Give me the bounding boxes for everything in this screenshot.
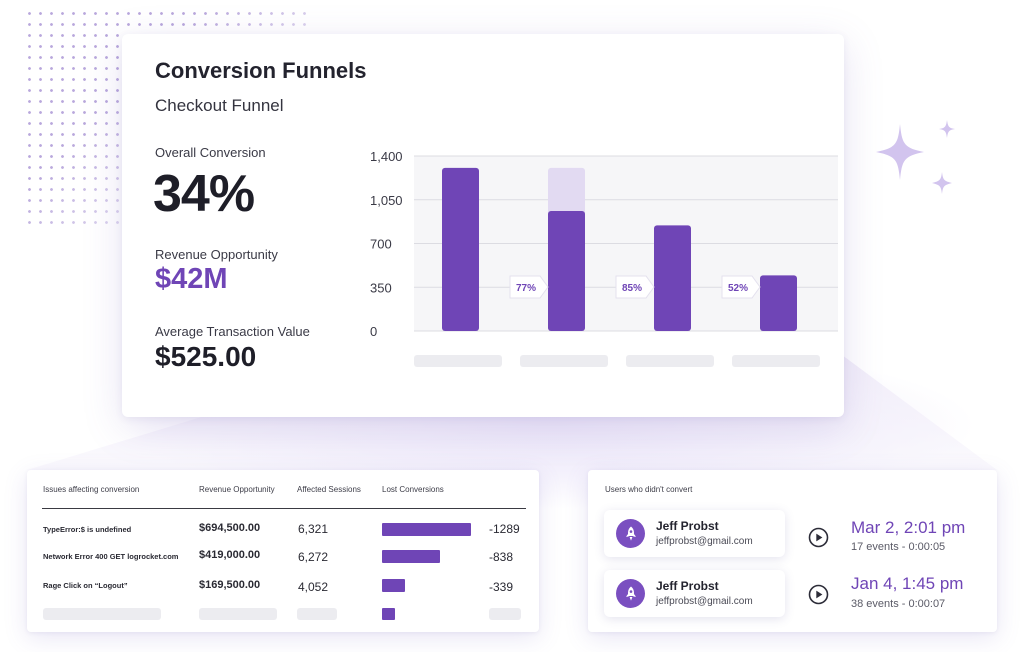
bar	[442, 167, 479, 331]
page-title: Conversion Funnels	[155, 58, 367, 83]
conversion-step-label: 52%	[728, 283, 748, 294]
header-revenue: Revenue Opportunity	[199, 485, 275, 494]
x-label-placeholder	[732, 355, 820, 367]
user-item[interactable]: Jeff Probst jeffprobst@gmail.com	[604, 510, 785, 557]
session-time[interactable]: Jan 4, 1:45 pm	[851, 574, 964, 593]
revenue-opportunity-label: Revenue Opportunity	[155, 247, 278, 262]
issue-revenue: $169,500.00	[199, 579, 261, 591]
average-transaction-value: $525.00	[155, 341, 257, 372]
bar	[548, 211, 585, 331]
issue-sessions: 6,321	[298, 522, 329, 536]
avatar	[616, 579, 645, 608]
play-circle-icon[interactable]	[808, 527, 829, 548]
issue-sessions: 4,052	[298, 580, 329, 594]
rocket-icon	[625, 526, 636, 541]
y-tick-label: 700	[370, 237, 392, 252]
placeholder-bar	[297, 608, 337, 620]
revenue-opportunity-value: $42M	[155, 263, 228, 295]
header-sessions: Affected Sessions	[297, 485, 361, 494]
conversion-step-label: 85%	[622, 283, 642, 294]
rocket-icon	[625, 586, 636, 601]
bar	[760, 275, 797, 331]
placeholder-bar	[43, 608, 161, 620]
funnel-chart: 1,400 1,050 700 350 0 77% 85% 52%	[370, 149, 838, 367]
lost-conversions-bar	[382, 523, 471, 536]
x-label-placeholder	[626, 355, 714, 367]
user-item[interactable]: Jeff Probst jeffprobst@gmail.com	[604, 570, 785, 617]
overall-conversion-label: Overall Conversion	[155, 145, 266, 160]
issue-lost: -339	[489, 580, 514, 594]
session-time[interactable]: Mar 2, 2:01 pm	[851, 518, 966, 537]
x-label-placeholder	[414, 355, 502, 367]
funnel-name: Checkout Funnel	[155, 96, 284, 115]
header-issue: Issues affecting conversion	[43, 485, 140, 494]
placeholder-bar	[199, 608, 277, 620]
y-tick-label: 0	[370, 324, 377, 339]
conversion-step-tag	[721, 275, 761, 299]
session-events: 38 events - 0:00:07	[851, 598, 946, 610]
y-tick-label: 1,400	[370, 149, 403, 164]
users-not-converted-card: Users who didn't convert Jeff Probst jef…	[588, 470, 997, 632]
issue-lost: -1289	[489, 522, 520, 536]
header-lost: Lost Conversions	[382, 485, 444, 494]
conversion-funnels-card: Conversion Funnels Checkout Funnel Overa…	[122, 34, 844, 417]
header-divider	[42, 508, 526, 509]
conversion-step-tag	[509, 275, 549, 299]
avatar	[616, 519, 645, 548]
issue-name: Rage Click on “Logout”	[43, 581, 128, 590]
users-card-title: Users who didn't convert	[605, 485, 693, 494]
average-transaction-label: Average Transaction Value	[155, 324, 310, 339]
play-circle-icon[interactable]	[808, 584, 829, 605]
x-label-placeholder	[520, 355, 608, 367]
issues-card: Issues affecting conversion Revenue Oppo…	[27, 470, 539, 632]
issue-revenue: $419,000.00	[199, 549, 261, 561]
issue-name: TypeError:$ is undefined	[43, 525, 132, 534]
issue-name: Network Error 400 GET logrocket.com	[43, 552, 179, 561]
sparkle-icon	[876, 120, 955, 194]
lost-conversions-bar	[382, 608, 395, 620]
placeholder-bar	[489, 608, 521, 620]
issue-revenue: $694,500.00	[199, 522, 261, 534]
user-name: Jeff Probst	[656, 579, 719, 593]
conversion-step-label: 77%	[516, 283, 536, 294]
bar	[654, 225, 691, 331]
conversion-step-tag	[615, 275, 655, 299]
user-email: jeffprobst@gmail.com	[656, 536, 753, 547]
lost-conversions-bar	[382, 579, 406, 592]
y-tick-label: 350	[370, 280, 392, 295]
user-name: Jeff Probst	[656, 519, 719, 533]
overall-conversion-value: 34%	[153, 165, 255, 223]
lost-conversions-bar	[382, 550, 440, 563]
issue-sessions: 6,272	[298, 550, 329, 564]
user-email: jeffprobst@gmail.com	[656, 596, 753, 607]
issue-lost: -838	[489, 550, 514, 564]
session-events: 17 events - 0:00:05	[851, 541, 946, 553]
y-tick-label: 1,050	[370, 193, 403, 208]
